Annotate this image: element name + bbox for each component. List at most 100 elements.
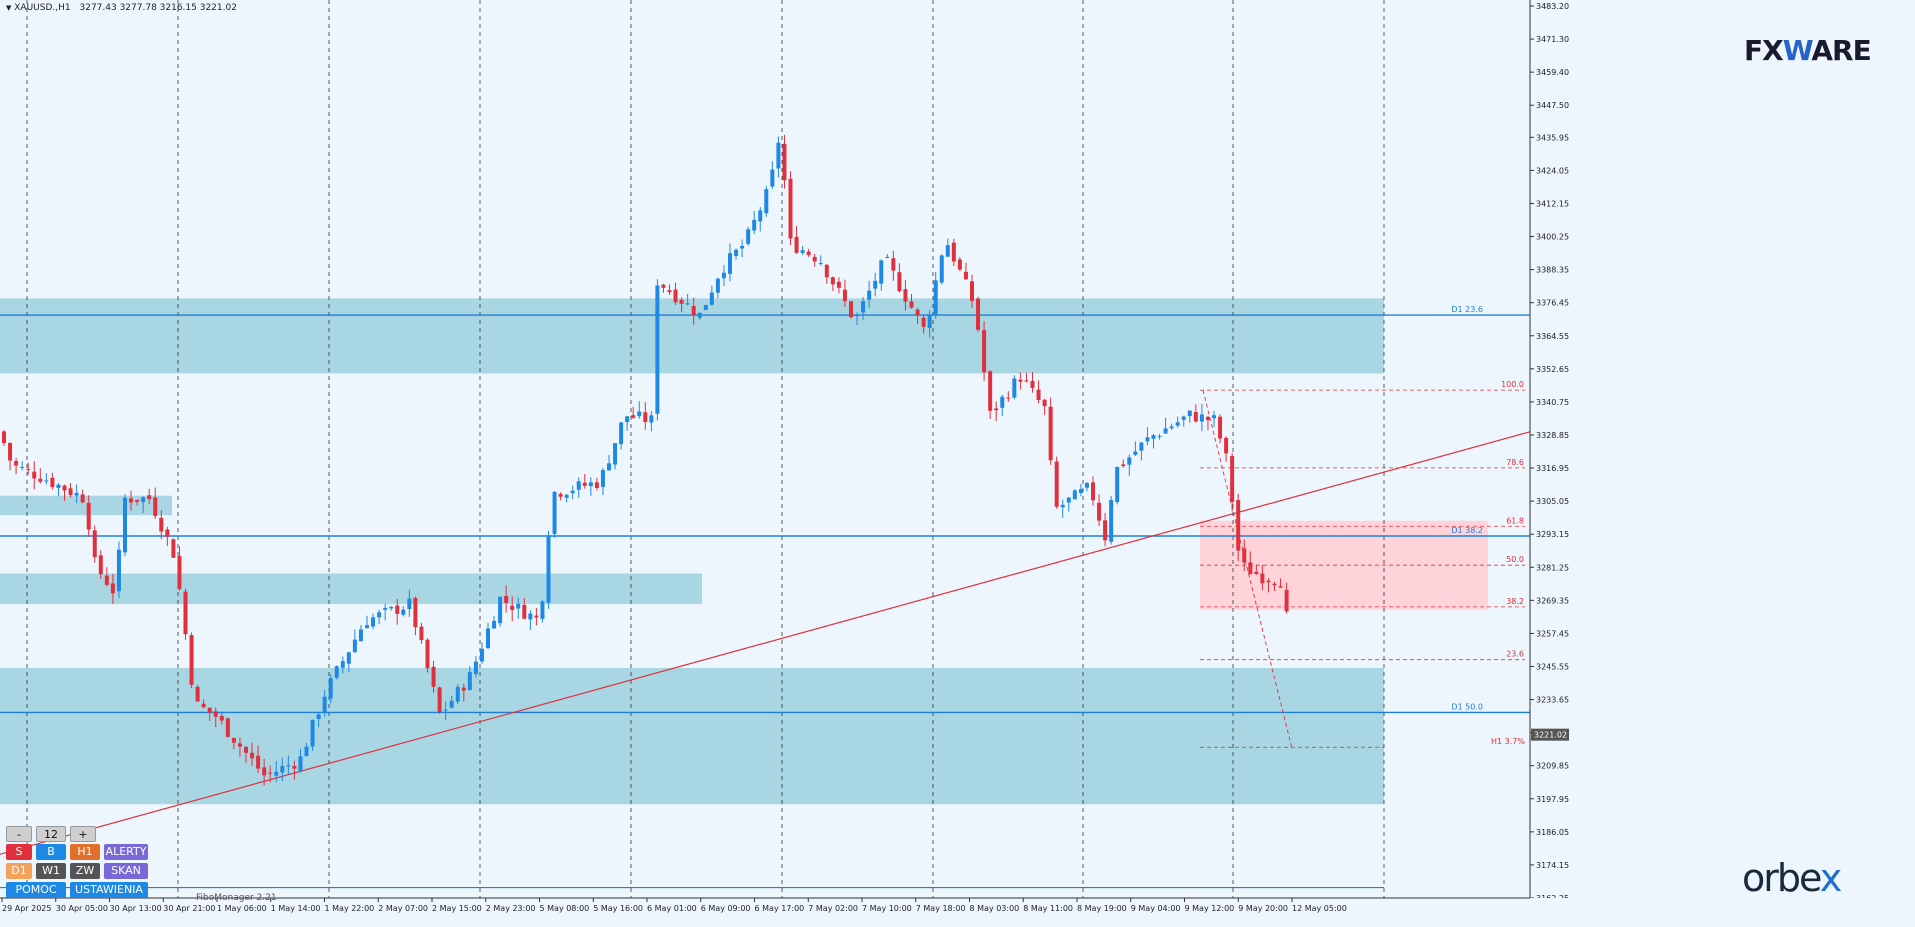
symbol-label: XAUUSD.,H1 [14, 3, 71, 13]
x-tick-label: 9 May 12:00 [1185, 904, 1235, 913]
candle-body [788, 178, 793, 239]
candle-body [250, 752, 255, 759]
zw-button[interactable]: ZW [70, 863, 100, 879]
candle-body [304, 746, 309, 757]
orbex-logo: orbex [1742, 856, 1842, 900]
candle-body [389, 606, 394, 609]
candle-body [516, 603, 521, 609]
sell-button[interactable]: S [6, 844, 32, 860]
level-label: D1 50.0 [1451, 702, 1483, 711]
candle-body [1169, 426, 1174, 429]
candle-body [1133, 451, 1138, 455]
candle-body [861, 301, 866, 313]
collapse-arrow-icon[interactable]: ▼ [6, 4, 12, 12]
x-tick-label: 9 May 20:00 [1238, 904, 1288, 913]
candle-body [407, 598, 412, 610]
candle-body [461, 687, 466, 691]
candle-body [685, 303, 690, 305]
support-resistance-zone [0, 495, 172, 516]
w1-button[interactable]: W1 [36, 863, 66, 879]
candle-body [740, 245, 745, 249]
candle-body [855, 314, 860, 317]
candle-body [746, 229, 751, 244]
decrease-button[interactable]: - [6, 826, 32, 842]
candle-body [1000, 396, 1005, 408]
candle-body [328, 678, 333, 699]
candle-body [655, 285, 660, 414]
candle-body [1218, 416, 1223, 439]
candle-body [147, 495, 152, 500]
candle-body [649, 415, 654, 423]
x-tick-label: 5 May 08:00 [540, 904, 590, 913]
period-value[interactable]: 12 [36, 826, 66, 842]
candle-body [449, 700, 454, 708]
candle-body [201, 703, 206, 708]
candle-body [44, 480, 49, 482]
candle-body [528, 613, 533, 620]
candle-body [1115, 466, 1120, 503]
candle-body [413, 598, 418, 628]
candle-body [86, 502, 91, 530]
fib-connector [1202, 389, 1293, 749]
y-tick-label: 3233.65 [1536, 696, 1569, 705]
candle-body [225, 718, 230, 737]
candle-body [1109, 500, 1114, 542]
x-tick-label: 30 Apr 21:00 [163, 904, 215, 913]
candle-body [110, 583, 115, 594]
candle-body [818, 263, 823, 265]
buy-button[interactable]: B [36, 844, 66, 860]
alerts-button[interactable]: ALERTY [104, 844, 148, 860]
candle-body [183, 591, 188, 635]
candle-body [219, 716, 224, 721]
x-tick-label: 30 Apr 05:00 [56, 904, 108, 913]
candle-body [1012, 378, 1017, 398]
candle-body [1084, 483, 1089, 488]
y-tick-label: 3209.85 [1536, 762, 1569, 771]
y-tick-label: 3483.20 [1536, 2, 1569, 11]
candle-body [286, 765, 291, 767]
y-tick-label: 3186.05 [1536, 828, 1569, 837]
ohlc-values: 3277.43 3277.78 3216.15 3221.02 [79, 3, 237, 13]
candle-body [231, 737, 236, 743]
y-tick-label: 3471.30 [1536, 35, 1569, 44]
candle-body [38, 478, 43, 482]
candle-body [1205, 416, 1210, 421]
help-button[interactable]: POMOC [6, 882, 66, 898]
candle-body [637, 411, 642, 417]
y-tick-label: 3305.05 [1536, 497, 1569, 506]
candle-body [915, 309, 920, 316]
candle-body [594, 482, 599, 488]
candle-body [486, 628, 490, 649]
candle-body [758, 210, 763, 222]
candle-body [806, 251, 811, 256]
settings-button[interactable]: USTAWIENIA [70, 882, 148, 898]
x-tick-label: 2 May 07:00 [378, 904, 428, 913]
candle-body [298, 756, 303, 771]
time-axis-background [0, 898, 1915, 923]
candle-body [842, 289, 847, 302]
candle-body [927, 315, 932, 328]
y-tick-label: 3459.40 [1536, 68, 1569, 77]
candle-body [691, 305, 696, 316]
y-tick-label: 3364.55 [1536, 332, 1569, 341]
h1-button[interactable]: H1 [70, 844, 100, 860]
x-tick-label: 6 May 09:00 [701, 904, 751, 913]
fib-label: 78.6 [1506, 458, 1524, 467]
candle-body [189, 635, 194, 685]
candle-body [812, 256, 817, 262]
candle-body [177, 555, 182, 590]
d1-button[interactable]: D1 [6, 863, 32, 879]
candle-body [195, 686, 200, 702]
candle-body [159, 517, 164, 532]
candle-body [92, 530, 97, 558]
candle-body [98, 555, 103, 575]
candle-body [1121, 464, 1126, 466]
candle-body [1266, 580, 1271, 583]
increase-button[interactable]: + [70, 826, 96, 842]
candle-body [661, 284, 666, 288]
candle-body [479, 648, 484, 662]
scan-button[interactable]: SKAN [104, 863, 148, 879]
candle-body [1024, 380, 1029, 382]
candle-body [667, 290, 672, 293]
candle-body [274, 771, 279, 776]
